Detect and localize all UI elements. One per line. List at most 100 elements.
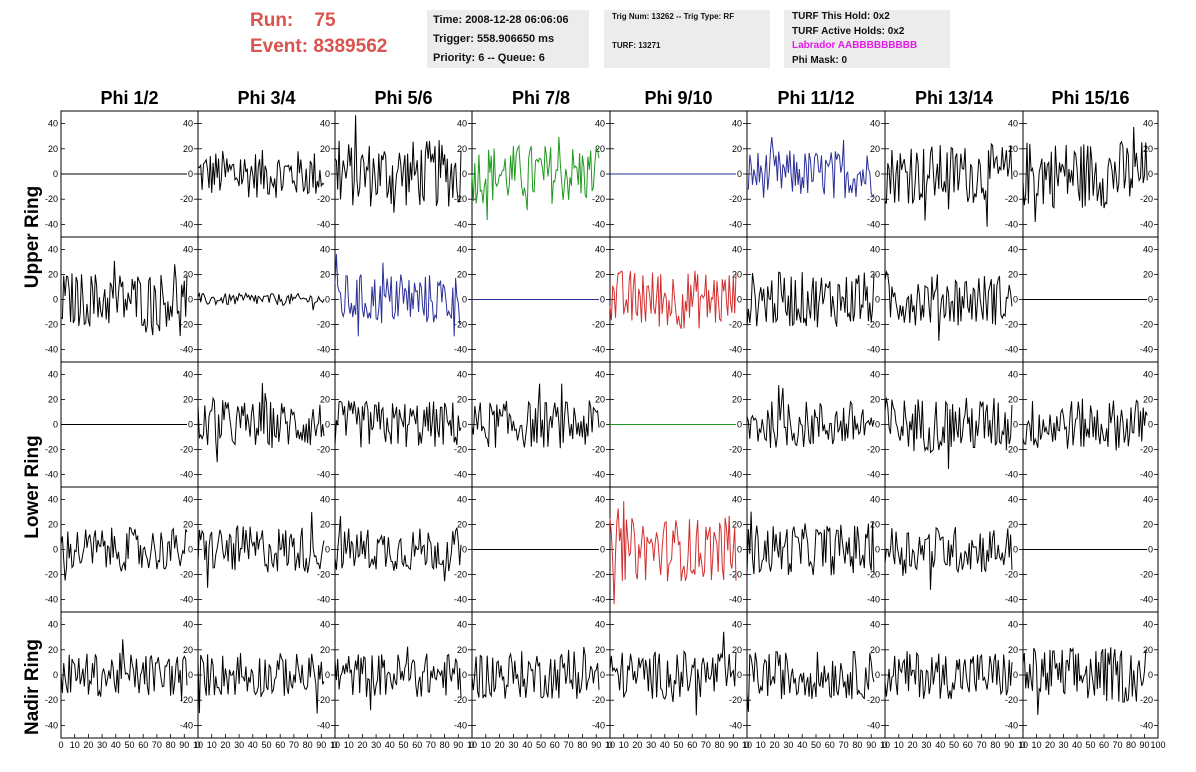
y-tick-label: -20 [454, 695, 467, 705]
y-tick-label: 0 [600, 295, 605, 305]
y-tick-label: -20 [180, 695, 193, 705]
x-tick-label: 10 [894, 740, 904, 750]
run-label: Run: [250, 10, 294, 31]
x-tick-label: 80 [303, 740, 313, 750]
x-tick-label: 70 [701, 740, 711, 750]
x-tick-label: 50 [536, 740, 546, 750]
column-header: Phi 13/14 [915, 88, 993, 108]
x-tick-label: 0 [58, 740, 63, 750]
x-tick-label: 70 [426, 740, 436, 750]
waveform-trace [60, 639, 188, 702]
y-tick-label: 40 [595, 495, 605, 505]
x-tick-label: 70 [152, 740, 162, 750]
x-tick-label: 30 [646, 740, 656, 750]
y-tick-label: -40 [317, 595, 330, 605]
y-tick-label: 20 [595, 270, 605, 280]
y-tick-label: -20 [454, 320, 467, 330]
y-tick-label: 20 [595, 645, 605, 655]
column-header: Phi 3/4 [237, 88, 295, 108]
x-tick-label: 10 [605, 740, 615, 750]
x-tick-label: 10 [70, 740, 80, 750]
y-tick-label: -40 [592, 219, 605, 229]
x-tick-label: 30 [1058, 740, 1068, 750]
x-tick-label: 10 [880, 740, 890, 750]
waveform-trace [746, 271, 875, 328]
y-tick-label: 20 [1143, 520, 1153, 530]
y-tick-label: 20 [732, 520, 742, 530]
y-tick-label: 20 [1008, 645, 1018, 655]
y-tick-label: -40 [1005, 595, 1018, 605]
y-tick-label: 0 [53, 295, 58, 305]
y-tick-label: -40 [1140, 345, 1153, 355]
x-tick-label: 50 [398, 740, 408, 750]
y-tick-label: 40 [183, 495, 193, 505]
waveform-trace [334, 400, 462, 448]
y-tick-label: -40 [45, 595, 58, 605]
panel-frame [334, 611, 473, 739]
y-tick-label: 40 [457, 245, 467, 255]
y-tick-label: 40 [320, 119, 330, 129]
waveform-trace [609, 270, 737, 329]
y-tick-label: 20 [1008, 395, 1018, 405]
y-tick-label: 20 [183, 395, 193, 405]
y-tick-label: 20 [1143, 144, 1153, 154]
waveform-trace [746, 136, 875, 199]
y-tick-label: 40 [595, 245, 605, 255]
run-value: 75 [314, 10, 336, 31]
y-tick-label: 0 [53, 545, 58, 555]
waveform-trace [334, 115, 462, 213]
y-tick-label: -40 [180, 595, 193, 605]
y-tick-label: 40 [870, 245, 880, 255]
x-tick-label: 20 [1045, 740, 1055, 750]
y-tick-label: 40 [1143, 119, 1153, 129]
y-tick-label: 0 [53, 420, 58, 430]
y-tick-label: 0 [325, 420, 330, 430]
x-tick-label: 50 [1085, 740, 1095, 750]
y-tick-label: -40 [317, 720, 330, 730]
y-tick-label: -40 [1140, 720, 1153, 730]
y-tick-label: 0 [737, 545, 742, 555]
y-tick-label: 20 [870, 520, 880, 530]
waveform-trace [334, 646, 462, 711]
x-tick-label: 90 [316, 740, 326, 750]
panel-frame [746, 236, 886, 363]
y-tick-label: -40 [867, 470, 880, 480]
x-tick-label: 10 [619, 740, 629, 750]
y-tick-label: 0 [737, 420, 742, 430]
run-event-display: Run: 75 Event: 8389562 [250, 8, 387, 60]
y-tick-label: 20 [870, 395, 880, 405]
y-tick-label: 20 [320, 520, 330, 530]
waveform-trace [197, 149, 325, 198]
y-tick-label: -20 [867, 570, 880, 580]
y-tick-label: 20 [732, 270, 742, 280]
y-tick-label: 40 [48, 370, 58, 380]
waveform-trace [60, 260, 188, 337]
y-tick-label: 40 [457, 495, 467, 505]
y-tick-label: -20 [867, 445, 880, 455]
x-tick-label: 10 [742, 740, 752, 750]
x-tick-label: 60 [825, 740, 835, 750]
row-label: Upper Ring [22, 186, 43, 288]
y-tick-label: -40 [867, 345, 880, 355]
y-tick-label: 40 [1008, 119, 1018, 129]
y-tick-label: 40 [320, 245, 330, 255]
y-tick-label: -40 [729, 720, 742, 730]
waveform-trace [884, 270, 1013, 341]
y-tick-label: 40 [870, 495, 880, 505]
y-tick-label: -40 [180, 720, 193, 730]
waveform-trace [334, 516, 462, 582]
y-tick-label: 0 [1013, 670, 1018, 680]
y-tick-label: -40 [454, 595, 467, 605]
x-tick-label: 0 [195, 740, 200, 750]
x-tick-label: 20 [83, 740, 93, 750]
waveform-trace [197, 383, 325, 463]
y-tick-label: 20 [732, 144, 742, 154]
y-tick-label: 40 [870, 620, 880, 630]
x-tick-label: 80 [577, 740, 587, 750]
y-tick-label: -40 [592, 470, 605, 480]
panel-frame [884, 361, 1024, 488]
x-tick-label: 60 [963, 740, 973, 750]
x-tick-label: 80 [990, 740, 1000, 750]
waveform-trace [1022, 647, 1148, 715]
x-tick-label: 10 [330, 740, 340, 750]
